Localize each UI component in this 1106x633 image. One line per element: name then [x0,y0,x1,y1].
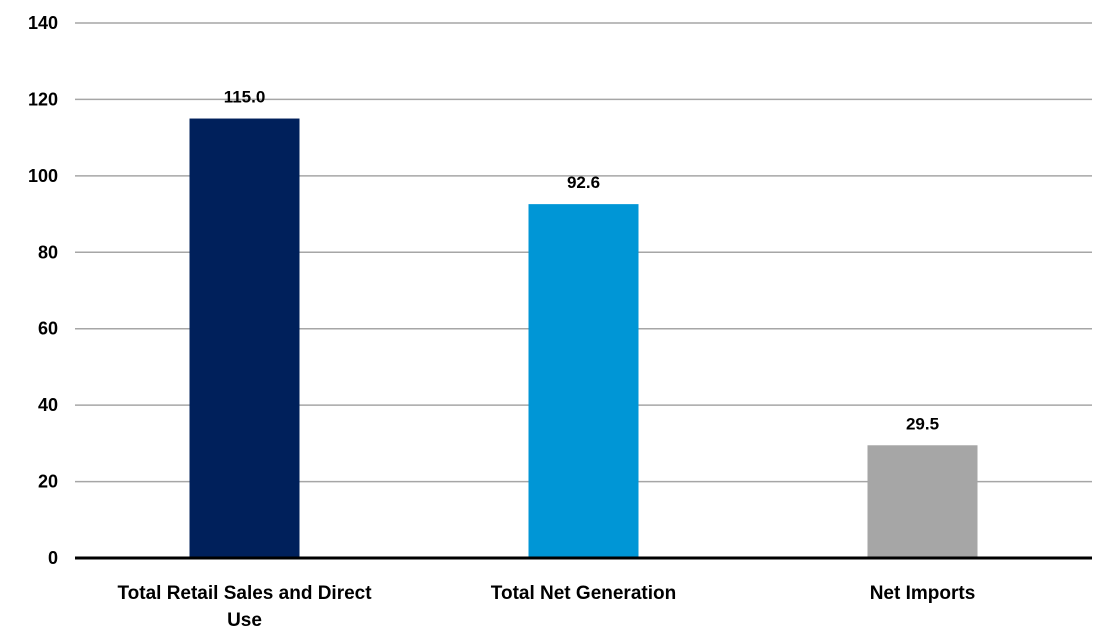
y-tick-label: 120 [28,89,58,109]
category-label-line: Total Retail Sales and Direct [117,583,372,604]
x-axis-category-labels: Total Retail Sales and Direct Use Total Ne… [117,583,975,631]
y-tick-label: 80 [38,242,58,262]
category-label-line: Net Imports [870,583,976,604]
category-label: Total Net Generation [491,583,676,604]
bar [528,204,639,558]
data-labels: 115.0 92.6 29.5 [224,88,939,434]
y-tick-label: 100 [28,166,58,186]
bar [189,118,300,559]
y-tick-label: 60 [38,319,58,339]
y-tick-label: 140 [28,13,58,33]
bar [867,445,978,558]
category-label-line: Use [227,610,262,631]
y-axis-tick-labels: 0 20 40 60 80 100 120 140 [28,13,58,568]
category-label-line: Total Net Generation [491,583,676,604]
bar-value-label: 29.5 [906,414,939,433]
category-label: Net Imports [870,583,976,604]
category-label: Total Retail Sales and Direct Use [117,583,372,631]
y-tick-label: 20 [38,472,58,492]
y-tick-label: 40 [38,395,58,415]
bars [189,118,978,559]
y-tick-label: 0 [48,548,58,568]
bar-value-label: 92.6 [567,173,600,192]
bar-value-label: 115.0 [224,88,266,107]
